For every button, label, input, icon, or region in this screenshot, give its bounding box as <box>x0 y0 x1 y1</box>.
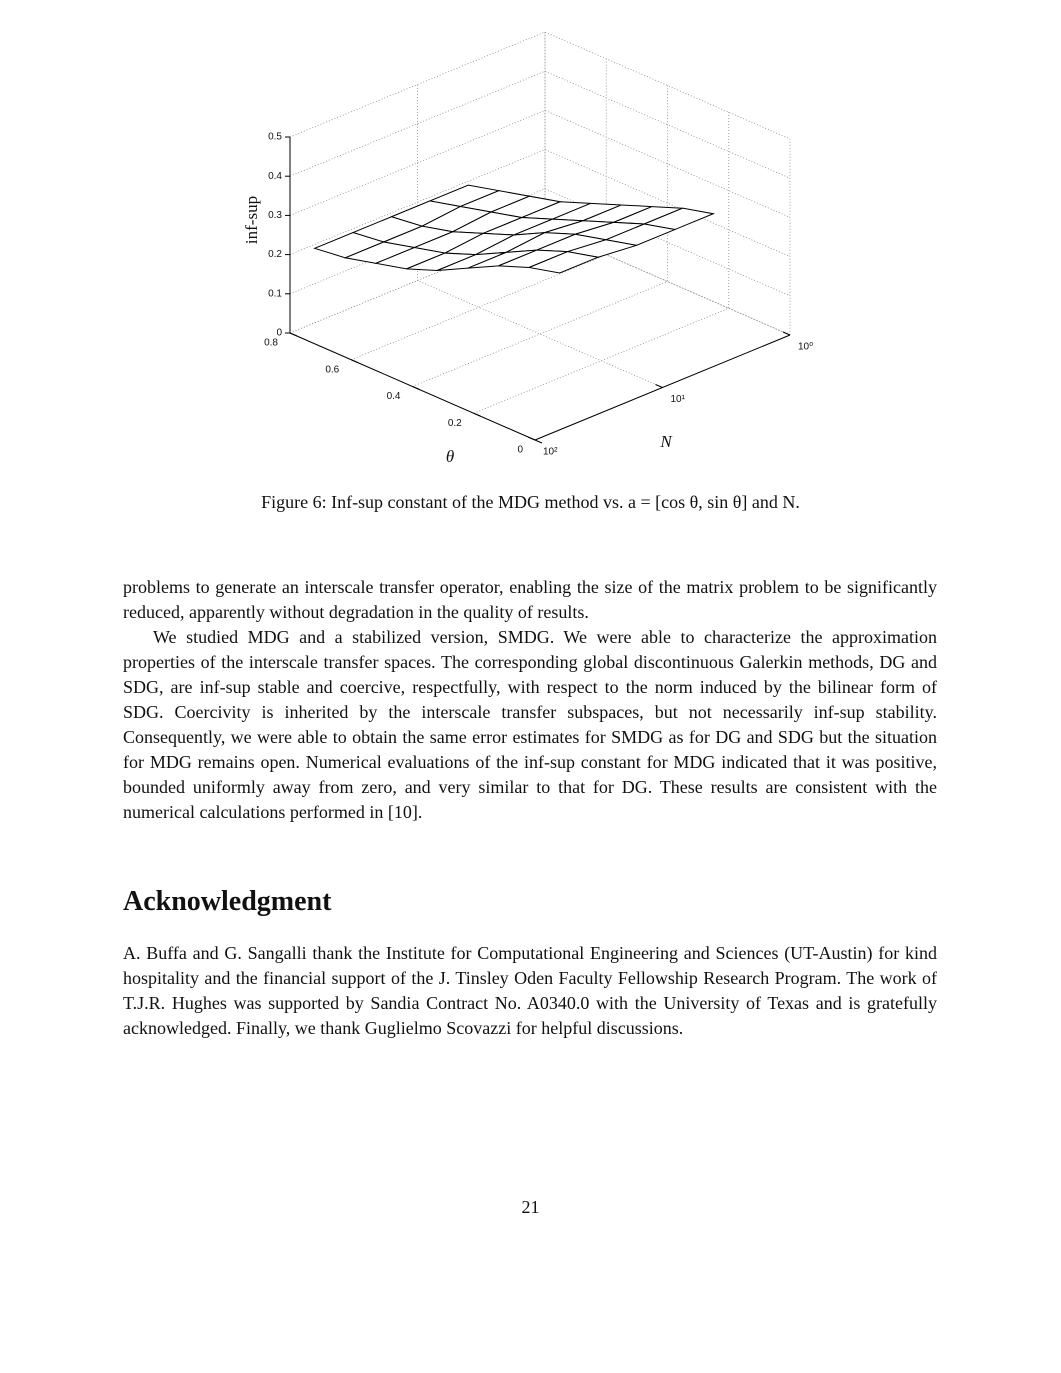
paragraph: We studied MDG and a stabilized version,… <box>123 627 937 822</box>
z-tick-label: 0.3 <box>268 210 282 221</box>
tick-mark <box>351 359 359 364</box>
section-heading: Acknowledgment <box>123 886 332 917</box>
x-tick-label: 10¹ <box>671 394 686 405</box>
tick-mark <box>655 384 663 388</box>
grid-line <box>289 32 546 334</box>
x-tick-label: 10⁰ <box>798 342 813 353</box>
z-tick-label: 0.4 <box>268 171 282 182</box>
y-tick-label: 0.6 <box>325 364 339 375</box>
grid-line <box>289 70 791 179</box>
tick-mark <box>527 436 536 441</box>
y-tick-label: 0.2 <box>448 418 462 429</box>
tick-mark <box>289 332 298 337</box>
figure-caption: Figure 6: Inf-sup constant of the MDG me… <box>261 492 800 512</box>
y-tick-label: 0.8 <box>264 338 278 349</box>
grid-line <box>544 32 791 336</box>
z-tick-label: 0.2 <box>268 249 282 260</box>
z-tick-label: 0.5 <box>268 132 282 143</box>
grid-line <box>289 137 536 441</box>
z-tick-label: 0 <box>276 328 282 339</box>
tick-mark <box>782 331 791 336</box>
paragraph: problems to generate an interscale trans… <box>123 577 937 622</box>
y-tick-label: 0 <box>517 445 523 456</box>
page-number: 21 <box>521 1197 540 1217</box>
z-tick-label: 0.1 <box>268 288 282 299</box>
x-axis-label: N <box>659 432 673 451</box>
y-tick-label: 0.4 <box>387 391 401 402</box>
y-axis-label: θ <box>446 447 454 466</box>
tick-mark <box>412 386 420 390</box>
tick-mark <box>473 412 481 417</box>
tick-mark <box>534 439 543 444</box>
x-tick-label: 10² <box>543 447 558 458</box>
chart: inf-sup θ N 0 0.1 0.2 0.3 0.4 0.5 0 0.2 0.4 0.6 0.… <box>242 31 813 466</box>
grid-line <box>534 139 791 441</box>
grid-line <box>417 84 663 388</box>
z-axis-label: inf-sup <box>242 196 261 244</box>
grid-line <box>289 31 791 140</box>
surface-cell <box>527 251 600 274</box>
paragraph: A. Buffa and G. Sangalli thank the Insti… <box>123 943 937 1038</box>
